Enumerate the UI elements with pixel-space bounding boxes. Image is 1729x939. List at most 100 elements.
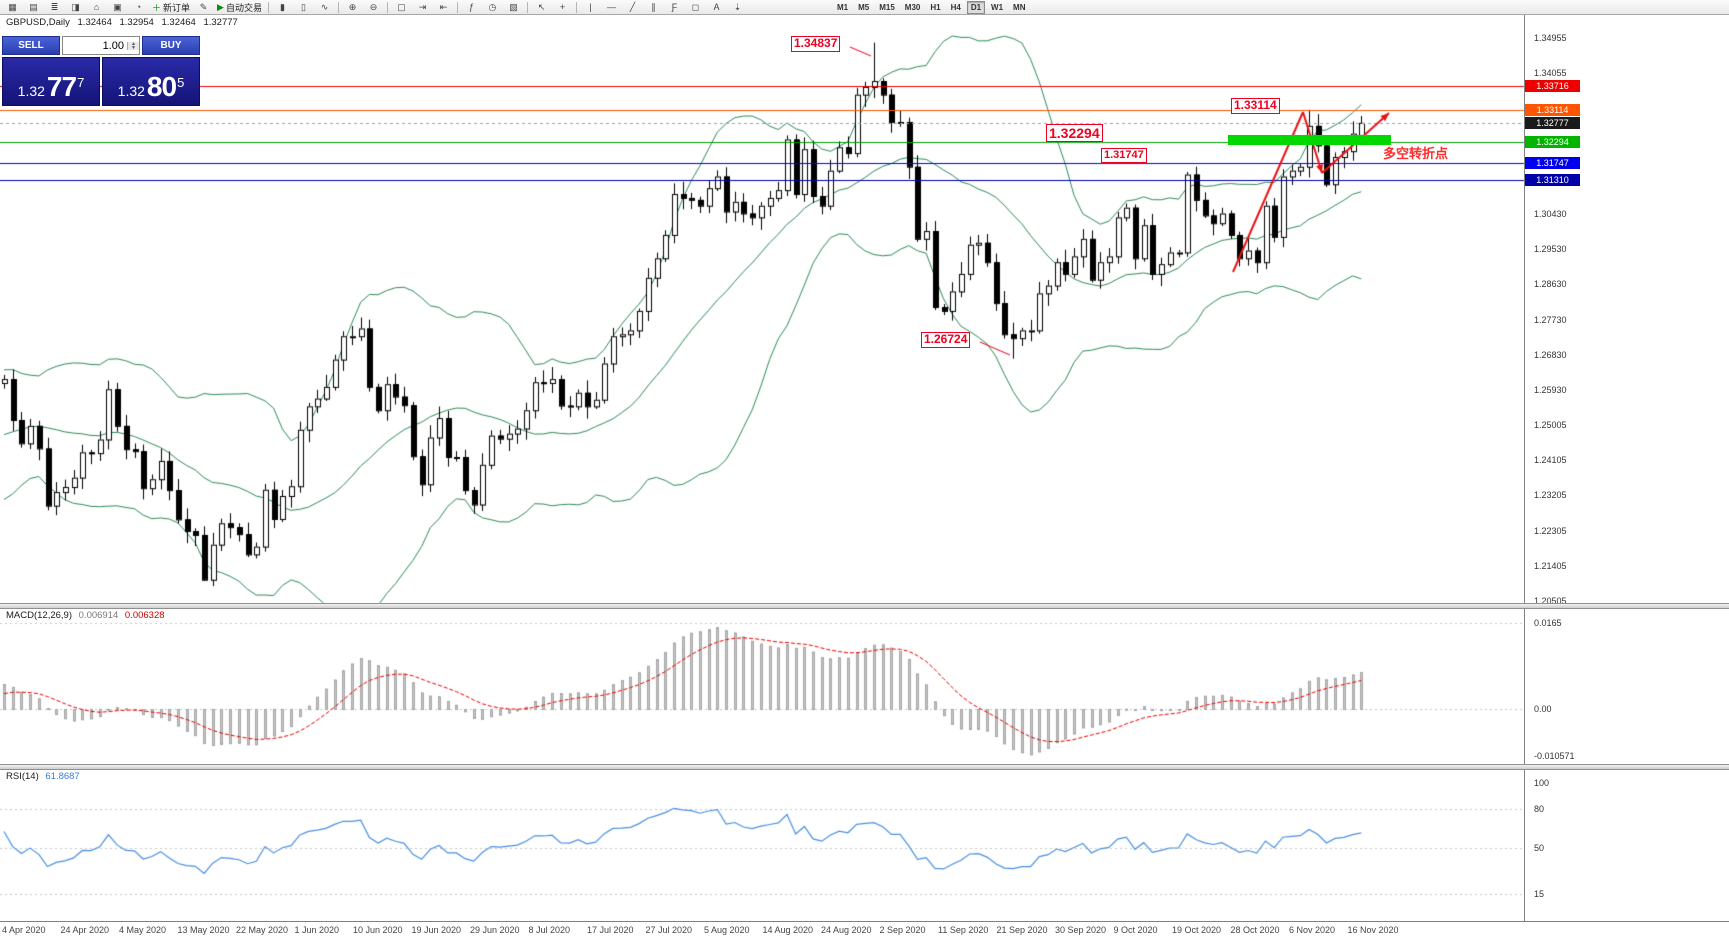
data-window-button[interactable]: ◨ <box>65 0 86 14</box>
vertical-line-button[interactable]: | <box>580 0 601 14</box>
price-scale-label: 1.29530 <box>1534 244 1567 255</box>
templates-button[interactable]: ▧ <box>503 0 524 14</box>
auto-scroll-button[interactable]: ⇥ <box>412 0 433 14</box>
new-order-button[interactable]: ＋新订单 <box>149 0 193 14</box>
date-axis-label: 5 Aug 2020 <box>704 925 750 935</box>
date-axis-label: 8 Jul 2020 <box>528 925 571 935</box>
timeframe-m30[interactable]: M30 <box>904 2 921 12</box>
strategy-tester-button[interactable]: ◔ <box>128 0 149 14</box>
chart-candlesticks-icon: ▯ <box>300 1 306 12</box>
volume-value[interactable]: 1.00 <box>102 39 124 52</box>
price-scale-label: 1.27730 <box>1534 314 1567 325</box>
timeframe-m15[interactable]: M15 <box>879 2 895 12</box>
price-annotation-1.32294[interactable]: 1.32294 <box>1046 124 1103 143</box>
timeframe-group: M1 M5 M15 M30 H1 H4 D1 W1 MN <box>832 0 1031 14</box>
crosshair-button[interactable]: + <box>552 0 573 14</box>
date-axis-label: 2 Sep 2020 <box>879 925 926 935</box>
indicators-list-icon: ƒ <box>468 2 474 12</box>
price-annotation-1.31747[interactable]: 1.31747 <box>1101 148 1147 163</box>
volume-stepper[interactable]: 1.00 ▲ ▼ <box>62 36 140 55</box>
price-scale-label: 1.34055 <box>1534 68 1567 79</box>
text-label-icon: A <box>713 2 720 12</box>
buy-price-pip: 5 <box>177 75 185 90</box>
trendline-button[interactable]: ╱ <box>622 0 643 14</box>
timeframe-h1[interactable]: H1 <box>930 2 941 12</box>
one-click-trading-panel: SELL 1.00 ▲ ▼ BUY 1.32 77 7 1.32 80 5 <box>2 36 200 106</box>
metaeditor-button[interactable]: ✎ <box>193 0 214 14</box>
price-tag-1.33716: 1.33716 <box>1525 80 1580 93</box>
chart-profiles-button[interactable]: ▤ <box>23 0 44 14</box>
date-axis-label: 28 Oct 2020 <box>1230 925 1280 935</box>
zoom-in-button[interactable]: ⊕ <box>342 0 363 14</box>
sell-button[interactable]: SELL <box>2 36 60 55</box>
volume-spin-buttons[interactable]: ▲ ▼ <box>127 41 139 50</box>
terminal-button[interactable]: ▣ <box>107 0 128 14</box>
vertical-line-icon: | <box>589 2 592 12</box>
chart-shift-icon: ⇤ <box>439 1 448 12</box>
toolbar-separator <box>575 1 577 13</box>
cursor-button[interactable]: ↖ <box>531 0 552 14</box>
timeframe-w1[interactable]: W1 <box>991 2 1004 12</box>
date-axis-label: 27 Jul 2020 <box>645 925 693 935</box>
price-annotation-1.34837[interactable]: 1.34837 <box>791 36 841 52</box>
price-annotation-1.33114[interactable]: 1.33114 <box>1231 98 1280 114</box>
zoom-out-button[interactable]: ⊖ <box>363 0 384 14</box>
date-axis-label: 11 Sep 2020 <box>938 925 989 935</box>
chart-shift-button[interactable]: ⇤ <box>433 0 454 14</box>
panel-separator-macd[interactable] <box>0 603 1729 609</box>
timeframe-m5[interactable]: M5 <box>858 2 870 12</box>
panel-separator-rsi[interactable] <box>0 764 1729 770</box>
highlight-zone-object[interactable] <box>1228 135 1391 145</box>
volume-up-icon[interactable]: ▲ <box>128 41 139 46</box>
timeframe-h4[interactable]: H4 <box>950 2 961 12</box>
horizontal-line-button[interactable]: — <box>601 0 622 14</box>
rsi-scale-label: 100 <box>1534 778 1550 788</box>
timeframe-m1[interactable]: M1 <box>836 2 849 12</box>
chart-ohlc-header: GBPUSD,Daily 1.32464 1.32954 1.32464 1.3… <box>6 17 243 28</box>
navigator-button[interactable]: ⌂ <box>86 0 107 14</box>
buy-price-display[interactable]: 1.32 80 5 <box>102 57 200 106</box>
periods-button[interactable]: ◷ <box>482 0 503 14</box>
date-axis-label: 4 May 2020 <box>119 925 167 935</box>
high-value: 1.32954 <box>119 17 154 28</box>
chart-candlesticks-button[interactable]: ▯ <box>293 0 314 14</box>
indicators-list-button[interactable]: ƒ <box>461 0 482 14</box>
symbol-period-label: GBPUSD,Daily <box>6 17 70 28</box>
text-label-button[interactable]: A <box>706 0 727 14</box>
equidistant-channel-button[interactable]: ∥ <box>643 0 664 14</box>
toolbar-separator <box>526 1 528 13</box>
buy-button[interactable]: BUY <box>142 36 200 55</box>
date-axis-label: 1 Jun 2020 <box>294 925 340 935</box>
sell-price-display[interactable]: 1.32 77 7 <box>2 57 100 106</box>
cn-note-text-object[interactable]: 多空转折点 <box>1383 146 1449 161</box>
price-scale-label: 1.25930 <box>1534 384 1567 395</box>
auto-trading-button[interactable]: ▶ 自动交易 <box>214 0 265 14</box>
new-chart-button[interactable]: ▦ <box>2 0 23 14</box>
price-scale-label: 1.24105 <box>1534 455 1567 466</box>
arrow-tools-button[interactable]: ⇣ <box>727 0 748 14</box>
market-watch-button[interactable]: ≣ <box>44 0 65 14</box>
timeframe-d1[interactable]: D1 <box>966 0 986 14</box>
date-axis-label: 6 Nov 2020 <box>1289 925 1336 935</box>
open-value: 1.32464 <box>77 17 112 28</box>
volume-down-icon[interactable]: ▼ <box>128 45 139 50</box>
rsi-scale-label: 15 <box>1534 889 1545 899</box>
macd-scale-label: -0.010571 <box>1534 751 1575 761</box>
tile-windows-icon: ▢ <box>397 1 406 12</box>
shapes-button[interactable]: ◻ <box>685 0 706 14</box>
crosshair-icon: + <box>559 2 566 12</box>
price-tag-1.31747: 1.31747 <box>1525 156 1580 169</box>
chart-bars-button[interactable]: ▮ <box>272 0 293 14</box>
chart-line-button[interactable]: ∿ <box>314 0 335 14</box>
timeframe-mn[interactable]: MN <box>1013 2 1026 12</box>
price-scale-label: 1.23205 <box>1534 490 1567 501</box>
date-axis-label: 30 Sep 2020 <box>1055 925 1107 935</box>
tile-windows-button[interactable]: ▢ <box>391 0 412 14</box>
fibonacci-retracement-button[interactable]: Ƒ <box>664 0 685 14</box>
zoom-out-icon: ⊖ <box>369 1 378 12</box>
price-annotation-1.26724[interactable]: 1.26724 <box>921 332 971 348</box>
price-scale-label: 1.26830 <box>1534 349 1567 360</box>
price-tag-1.32294: 1.32294 <box>1525 135 1580 148</box>
